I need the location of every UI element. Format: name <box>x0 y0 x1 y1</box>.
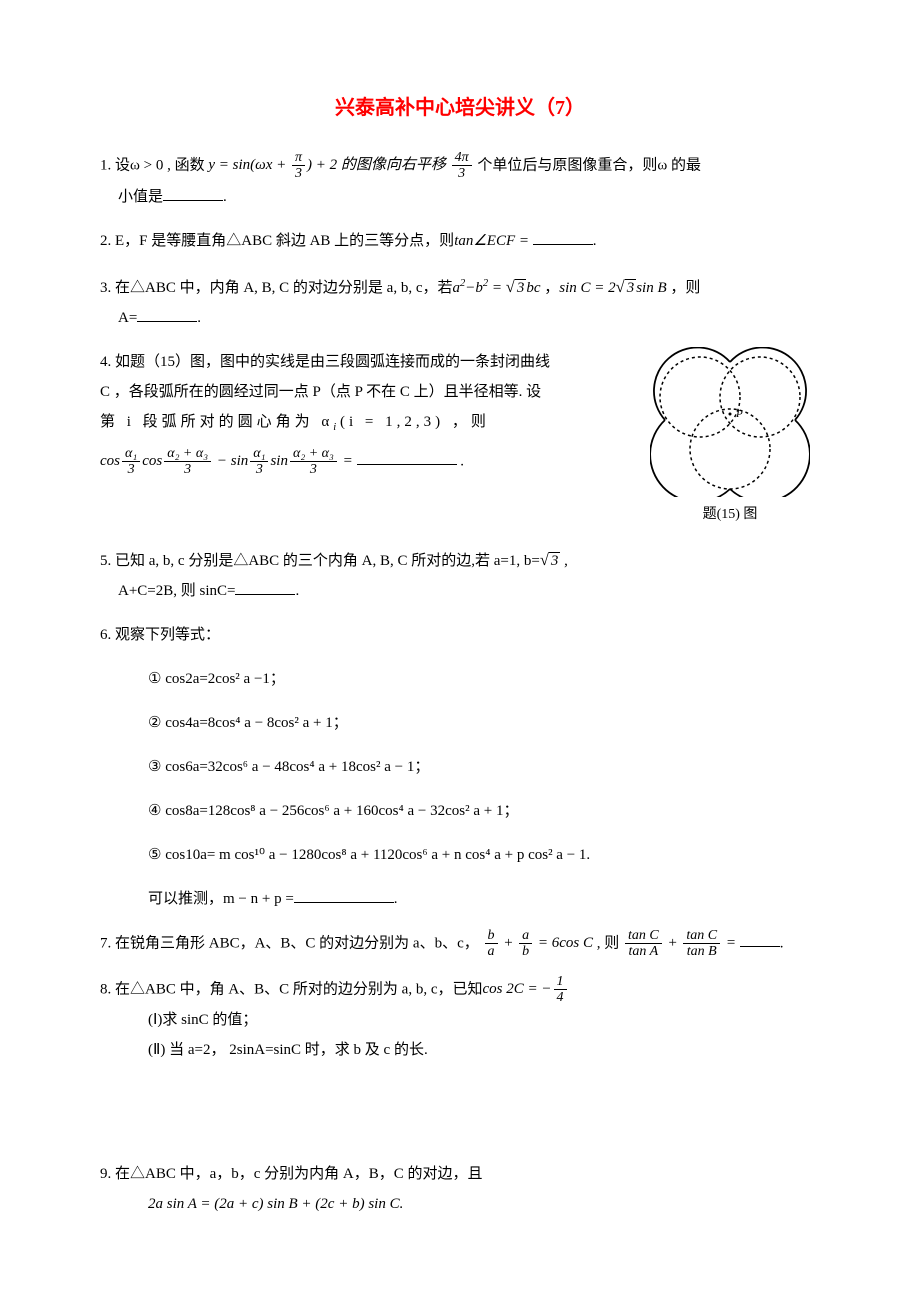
problem-3: 3. 在△ABC 中，内角 A, B, C 的对边分别是 a, b, c，若a2… <box>100 270 820 333</box>
p6-item-1: ① cos2a=2cos² a −1； <box>100 664 820 694</box>
p6-item-3: ③ cos6a=32cos⁶ a − 48cos⁴ a + 18cos² a −… <box>100 752 820 782</box>
blank <box>294 885 394 903</box>
blank <box>235 577 295 595</box>
blank <box>163 183 223 201</box>
problem-4: P 题(15) 图 4. 如题（15）图，图中的实线是由三段圆弧连接而成的一条封… <box>100 347 820 529</box>
point-p-label: P <box>735 408 743 420</box>
p6-item-5: ⑤ cos10a= m cos¹⁰ a − 1280cos⁸ a + 1120c… <box>100 840 820 870</box>
problem-2: 2. E，F 是等腰直角△ABC 斜边 AB 上的三等分点，则tan∠ECF =… <box>100 226 820 256</box>
figure-15: P 题(15) 图 <box>640 347 820 529</box>
blank <box>740 929 780 947</box>
problem-5: 5. 已知 a, b, c 分别是△ABC 的三个内角 A, B, C 所对的边… <box>100 543 820 606</box>
p6-item-4: ④ cos8a=128cos⁸ a − 256cos⁶ a + 160cos⁴ … <box>100 796 820 826</box>
problem-6: 6. 观察下列等式： ① cos2a=2cos² a −1； ② cos4a=8… <box>100 620 820 914</box>
blank <box>357 447 457 465</box>
figure-caption: 题(15) 图 <box>640 501 820 529</box>
problem-1: 1. 设ω > 0 , 函数 y = sin(ωx + π3) + 2 的图像向… <box>100 150 820 212</box>
blank <box>137 304 197 322</box>
problem-9: 9. 在△ABC 中，a，b，c 分别为内角 A，B，C 的对边，且 2a si… <box>100 1159 820 1219</box>
problem-8: 8. 在△ABC 中，角 A、B、C 所对的边分别为 a, b, c，已知cos… <box>100 974 820 1066</box>
p8-part2: (Ⅱ) 当 a=2， 2sinA=sinC 时，求 b 及 c 的长. <box>100 1035 820 1065</box>
three-circles-diagram: P <box>650 347 810 497</box>
p6-item-2: ② cos4a=8cos⁴ a − 8cos² a + 1； <box>100 708 820 738</box>
p1-text: 1. 设ω > 0 , 函数 <box>100 157 208 173</box>
blank <box>533 227 593 245</box>
page-title: 兴泰高补中心培尖讲义（7） <box>100 90 820 126</box>
p9-equation: 2a sin A = (2a + c) sin B + (2c + b) sin… <box>100 1189 820 1219</box>
p8-part1: (Ⅰ)求 sinC 的值； <box>100 1005 820 1035</box>
problem-7: 7. 在锐角三角形 ABC，A、B、C 的对边分别为 a、b、c， ba + a… <box>100 928 820 960</box>
